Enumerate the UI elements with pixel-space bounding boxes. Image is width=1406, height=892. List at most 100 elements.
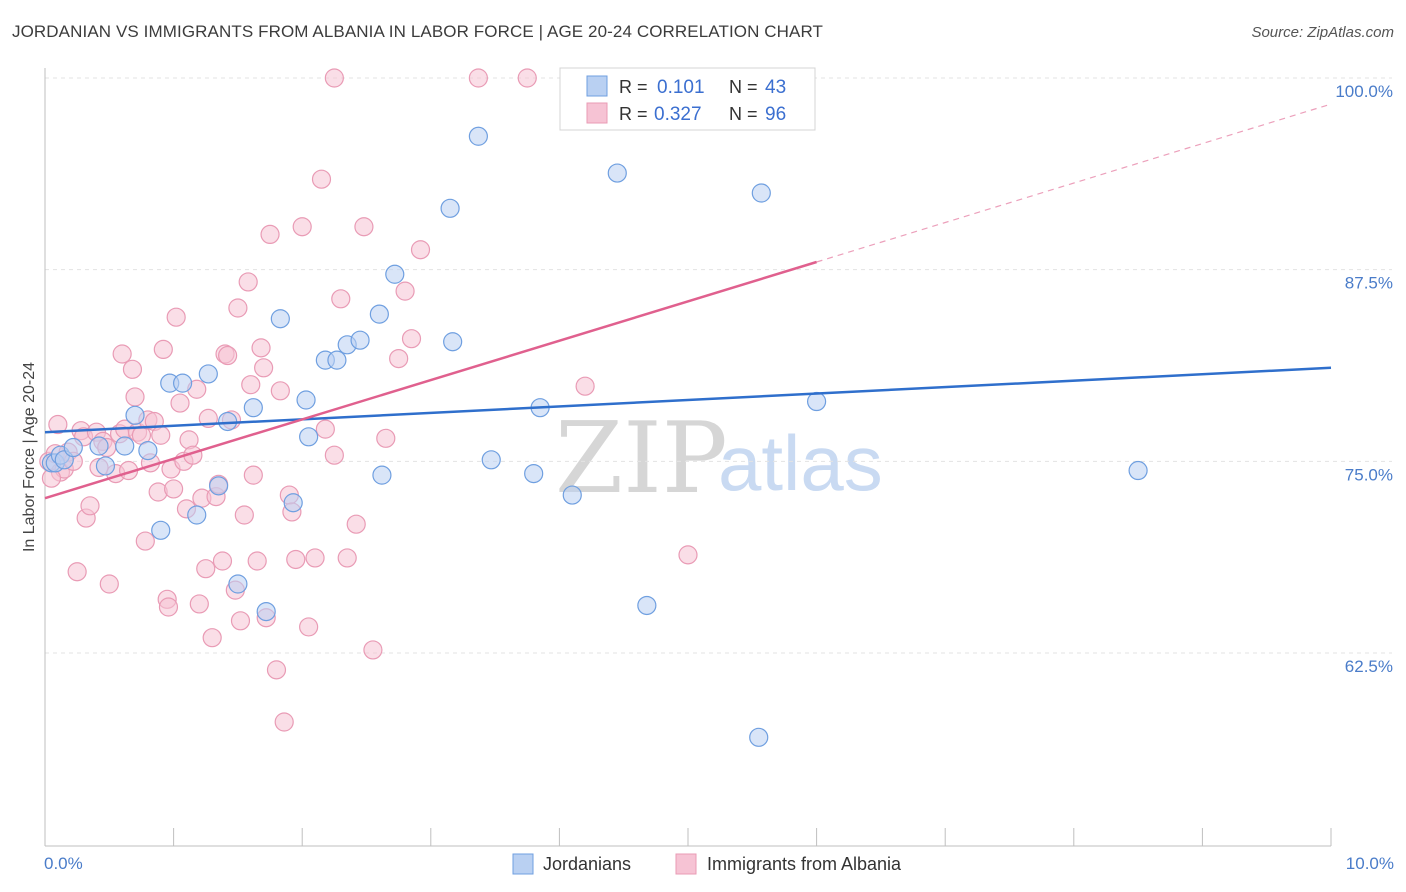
jordanians-point-9 xyxy=(138,441,158,461)
stats-n-label-albania: N = xyxy=(729,104,758,124)
albania-point-88 xyxy=(410,240,431,260)
jordanians-point-14 xyxy=(198,364,218,384)
albania-point-81 xyxy=(346,514,366,534)
albania-point-57 xyxy=(230,611,251,631)
jordanians-point-18 xyxy=(243,398,263,418)
jordanians-point-31 xyxy=(440,198,460,218)
stats-r-label-jordanians: R = xyxy=(619,77,648,97)
y-tick-label-2: 87.5% xyxy=(1345,274,1393,293)
albania-point-61 xyxy=(243,465,263,485)
y-tick-labels: 62.5% 75.0% 87.5% 100.0% xyxy=(1335,82,1393,676)
albania-point-46 xyxy=(196,559,216,579)
albania-point-62 xyxy=(247,551,267,571)
albania-point-31 xyxy=(151,425,171,445)
jordanians-point-5 xyxy=(89,436,109,456)
jordanians-point-27 xyxy=(350,330,370,350)
jordanians-point-40 xyxy=(749,727,769,747)
albania-point-64 xyxy=(254,358,274,378)
stats-n-value-albania: 96 xyxy=(765,104,786,125)
jordanians-point-39 xyxy=(637,595,657,616)
trend-line-albania-extrapolated xyxy=(816,103,1332,263)
albania-point-89 xyxy=(324,68,344,88)
albania-point-36 xyxy=(164,479,184,499)
jordanians-point-4 xyxy=(63,437,83,458)
jordanians-point-21 xyxy=(283,493,303,513)
jordanians-point-41 xyxy=(751,183,771,203)
albania-point-79 xyxy=(331,289,351,309)
albania-point-26 xyxy=(135,531,155,551)
jordanians-point-30 xyxy=(385,264,405,284)
albania-point-83 xyxy=(363,640,383,660)
albania-point-23 xyxy=(125,387,145,407)
jordanians-point-23 xyxy=(299,427,319,447)
legend-swatch-albania xyxy=(675,853,697,875)
jordanians-point-38 xyxy=(607,163,627,183)
stats-r-value-jordanians: 0.101 xyxy=(657,77,705,98)
source-credit: Source: ZipAtlas.com xyxy=(1251,24,1394,41)
albania-point-87 xyxy=(401,329,422,349)
jordanians-point-25 xyxy=(327,350,347,370)
y-tick-label-3: 100.0% xyxy=(1335,82,1393,101)
albania-point-11 xyxy=(80,496,100,516)
series-jordanians-points xyxy=(41,126,1148,747)
jordanians-point-43 xyxy=(1128,460,1148,481)
albania-point-30 xyxy=(148,482,168,502)
albania-point-86 xyxy=(395,281,415,301)
jordanians-point-28 xyxy=(369,304,389,324)
albania-point-68 xyxy=(270,381,290,401)
albania-point-93 xyxy=(575,376,595,396)
albania-point-34 xyxy=(158,597,179,617)
albania-point-84 xyxy=(376,428,396,448)
albania-point-58 xyxy=(234,505,254,525)
jordanians-point-32 xyxy=(443,332,463,352)
albania-point-76 xyxy=(311,169,332,189)
albania-point-67 xyxy=(266,660,287,680)
y-tick-label-0: 62.5% xyxy=(1345,657,1393,676)
stats-box: R = 0.101 N = 43 R = 0.327 N = 96 xyxy=(559,67,816,131)
watermark-zip: ZIP xyxy=(555,402,728,516)
y-tick-label-1: 75.0% xyxy=(1345,465,1393,484)
stats-r-label-albania: R = xyxy=(619,104,648,124)
albania-point-37 xyxy=(166,307,186,327)
albania-point-77 xyxy=(315,419,335,439)
legend-label-albania: Immigrants from Albania xyxy=(707,854,902,874)
albania-point-78 xyxy=(324,445,344,465)
albania-point-59 xyxy=(238,272,258,292)
trend-line-jordanians xyxy=(44,366,1332,434)
jordanians-point-17 xyxy=(228,574,248,594)
jordanians-point-10 xyxy=(151,520,171,540)
jordanians-point-35 xyxy=(524,464,544,484)
albania-point-82 xyxy=(354,217,374,237)
albania-point-74 xyxy=(299,617,319,637)
legend-swatch-jordanians xyxy=(512,853,534,875)
albania-point-90 xyxy=(468,68,488,88)
albania-point-32 xyxy=(153,339,173,359)
jordanians-point-16 xyxy=(218,411,238,432)
y-axis-title: In Labor Force | Age 20-24 xyxy=(21,362,38,552)
albania-point-80 xyxy=(337,548,357,568)
jordanians-point-42 xyxy=(806,391,827,412)
jordanians-point-34 xyxy=(481,450,501,470)
jordanians-point-7 xyxy=(115,436,135,456)
albania-point-48 xyxy=(202,628,222,648)
albania-point-16 xyxy=(99,574,119,594)
albania-point-75 xyxy=(305,548,325,568)
jordanians-point-12 xyxy=(173,373,193,393)
albania-point-69 xyxy=(274,712,294,732)
albania-point-60 xyxy=(241,375,261,395)
stats-n-value-jordanians: 43 xyxy=(765,77,786,98)
trend-lines xyxy=(44,103,1332,500)
jordanians-point-37 xyxy=(562,485,582,505)
stats-swatch-jordanians xyxy=(586,75,608,97)
jordanians-point-15 xyxy=(209,476,229,496)
jordanians-point-33 xyxy=(468,126,488,146)
stats-r-value-albania: 0.327 xyxy=(654,104,702,125)
albania-point-51 xyxy=(212,551,233,571)
albania-point-91 xyxy=(517,68,537,88)
x-tick-label-right: 10.0% xyxy=(1346,854,1394,873)
albania-point-44 xyxy=(189,594,209,614)
albania-point-38 xyxy=(170,393,190,413)
albania-point-53 xyxy=(218,345,238,366)
jordanians-point-13 xyxy=(187,505,207,525)
